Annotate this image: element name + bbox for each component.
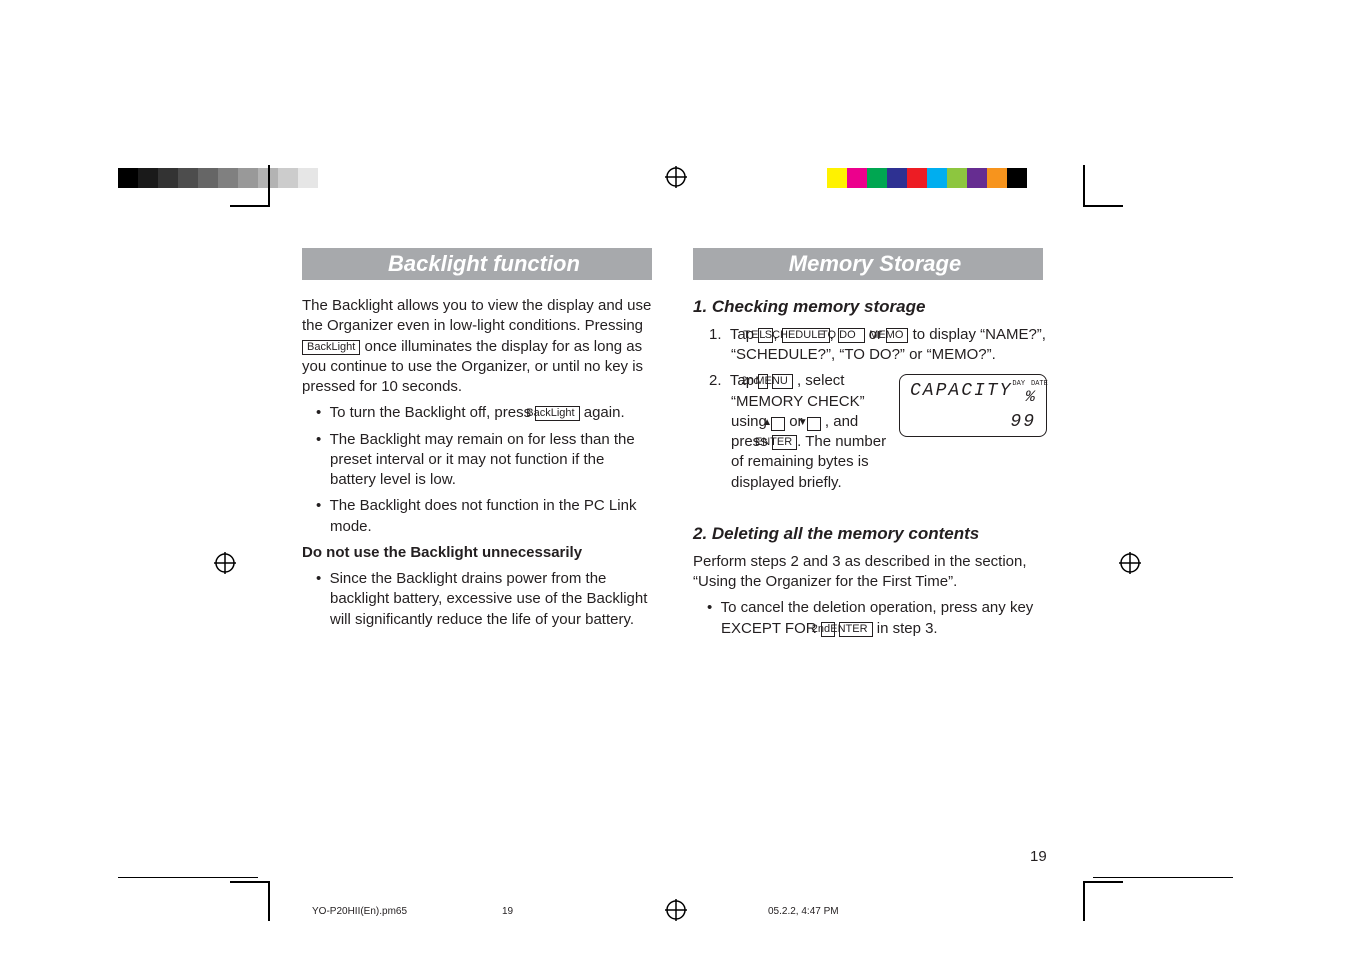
key-menu: MENU <box>772 374 792 389</box>
greyscale-bar <box>118 168 338 188</box>
right-column: 1. Checking memory storage 1. Tap TEL, S… <box>693 296 1049 645</box>
color-swatch <box>847 168 867 188</box>
left-warning: Do not use the Backlight unnecessarily <box>302 543 654 563</box>
grey-swatch <box>118 168 138 188</box>
right-step-1: 1. Tap TEL, SCHEDULE, TO DO or MEMO to d… <box>693 325 1049 366</box>
page-number: 19 <box>1030 848 1047 865</box>
grey-swatch <box>318 168 338 188</box>
footer-pagelabel: 19 <box>502 906 513 917</box>
grey-swatch <box>278 168 298 188</box>
key-todo: TO DO <box>838 328 865 343</box>
key-backlight: BackLight <box>302 340 360 355</box>
lcd-value: 99 <box>910 412 1036 432</box>
heading-memory: Memory Storage <box>693 248 1043 280</box>
right-subhead-1: 1. Checking memory storage <box>693 296 1049 319</box>
footer-filename: YO-P20HII(En).pm65 <box>312 906 407 917</box>
grey-swatch <box>138 168 158 188</box>
heading-backlight-text: Backlight function <box>388 251 580 277</box>
heading-memory-text: Memory Storage <box>789 251 961 277</box>
color-swatch <box>827 168 847 188</box>
right-p2: Perform steps 2 and 3 as described in th… <box>693 552 1049 593</box>
grey-swatch <box>238 168 258 188</box>
lcd-percent: % <box>1025 388 1035 406</box>
color-swatch <box>887 168 907 188</box>
key-up: ▲ <box>771 417 785 431</box>
color-swatch <box>867 168 887 188</box>
left-bullet-1: • To turn the Backlight off, press BackL… <box>302 403 654 423</box>
key-down: ▼ <box>807 417 821 431</box>
grey-swatch <box>158 168 178 188</box>
key-enter-b: ENTER <box>839 622 872 637</box>
left-intro-a: The Backlight allows you to view the dis… <box>302 297 651 334</box>
grey-swatch <box>298 168 318 188</box>
right-subhead-2: 2. Deleting all the memory contents <box>693 523 1049 546</box>
page-root: Backlight function Memory Storage The Ba… <box>0 0 1351 954</box>
lcd-tag-date: DATE <box>1031 381 1048 388</box>
grey-swatch <box>178 168 198 188</box>
grey-swatch <box>218 168 238 188</box>
footer-datetime: 05.2.2, 4:47 PM <box>768 906 839 917</box>
right-bullet-1: • To cancel the deletion operation, pres… <box>693 598 1049 639</box>
color-swatch <box>927 168 947 188</box>
left-column: The Backlight allows you to view the dis… <box>302 296 654 636</box>
left-bullet-2: • The Backlight may remain on for less t… <box>302 430 654 491</box>
left-intro: The Backlight allows you to view the dis… <box>302 296 654 397</box>
registration-mark-right <box>1119 552 1141 574</box>
left-bullet-4: • Since the Backlight drains power from … <box>302 569 654 630</box>
lcd-capacity-label: CAPACITY <box>910 381 1012 406</box>
key-enter: ENTER <box>772 435 797 450</box>
color-swatch <box>907 168 927 188</box>
color-swatch <box>1007 168 1027 188</box>
grey-swatch <box>198 168 218 188</box>
right-step-2: 2. Tap 2nd MENU , select “MEMORY CHECK” … <box>693 371 893 493</box>
left-bullet-3: • The Backlight does not function in the… <box>302 496 654 537</box>
key-memo: MEMO <box>886 328 908 343</box>
color-bar <box>827 168 1027 188</box>
color-swatch <box>947 168 967 188</box>
lcd-display: CAPACITY DAY DATE % 99 <box>899 374 1047 437</box>
heading-backlight: Backlight function <box>302 248 652 280</box>
registration-mark-left <box>214 552 236 574</box>
registration-mark-top <box>665 166 687 188</box>
lcd-tag-day: DAY <box>1012 381 1025 388</box>
registration-mark-bottom <box>665 899 687 921</box>
color-swatch <box>987 168 1007 188</box>
color-swatch <box>967 168 987 188</box>
key-backlight-2: BackLight <box>535 406 579 421</box>
